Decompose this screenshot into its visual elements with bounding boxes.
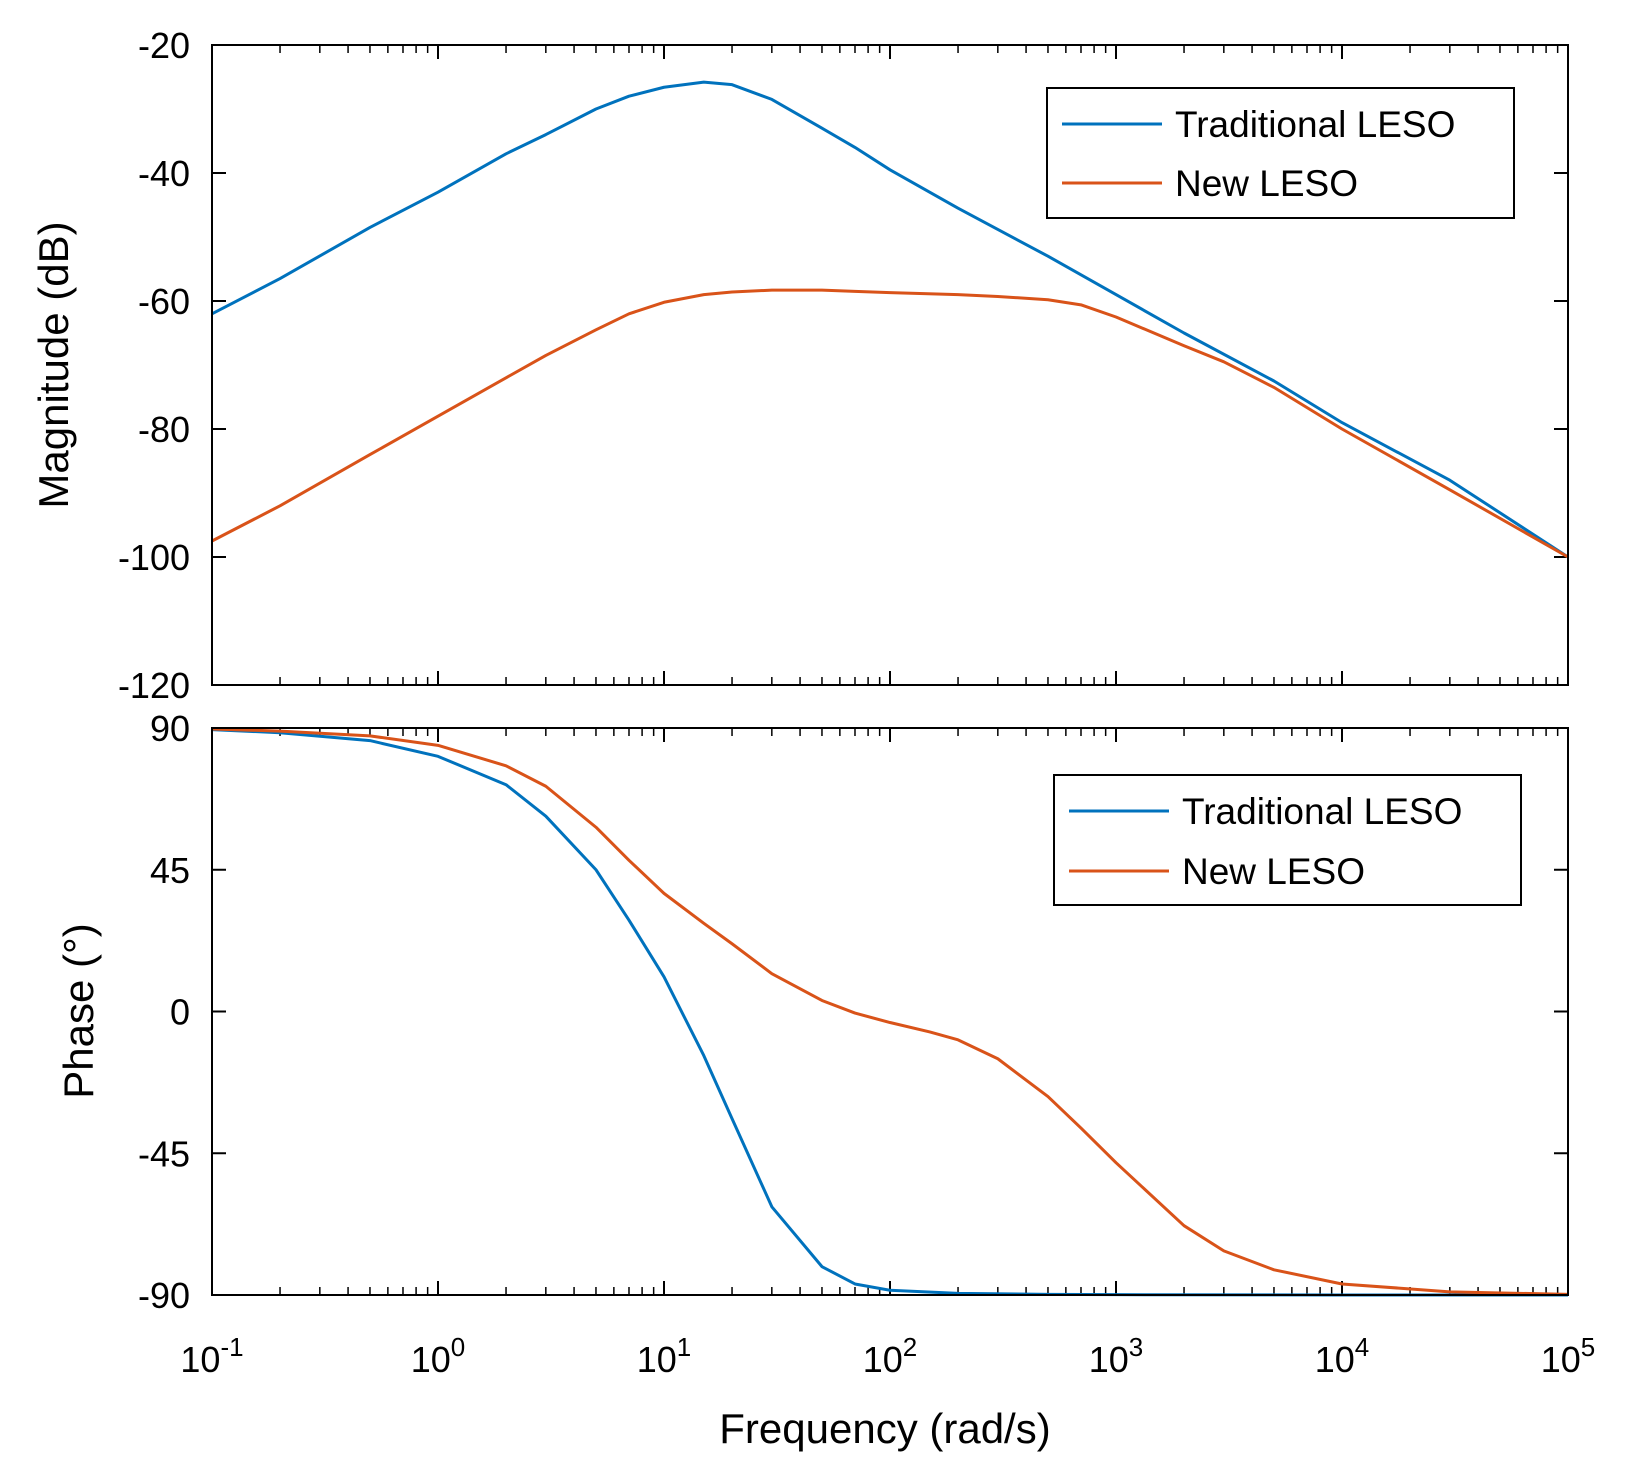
phase-legend: Traditional LESO New LESO <box>1053 774 1522 906</box>
magnitude-series-traditional-leso <box>211 80 1569 559</box>
phase-y-tick-label: -90 <box>138 1275 190 1316</box>
phase-legend-label-new: New LESO <box>1182 851 1365 892</box>
magnitude-y-tick-label: -40 <box>138 153 190 194</box>
magnitude-y-tick-label: -80 <box>138 409 190 450</box>
x-tick-label: 104 <box>1315 1332 1370 1380</box>
magnitude-series-new-leso <box>211 288 1569 559</box>
magnitude-y-tick-label: -60 <box>138 281 190 322</box>
phase-legend-label-traditional: Traditional LESO <box>1182 791 1462 832</box>
phase-y-axis-label: Phase (°) <box>55 923 102 1099</box>
x-tick-label: 101 <box>637 1332 692 1380</box>
phase-y-tick-label: -45 <box>138 1133 190 1174</box>
magnitude-legend-label-new: New LESO <box>1175 163 1358 204</box>
magnitude-legend-label-traditional: Traditional LESO <box>1175 104 1455 145</box>
magnitude-axes-box <box>211 44 1569 686</box>
magnitude-legend: Traditional LESO New LESO <box>1046 87 1515 219</box>
phase-axes-box <box>211 727 1569 1296</box>
magnitude-plot: -20 -40 -60 -80 -100 -120 Traditional LESO Ne… <box>30 25 1569 706</box>
x-tick-label: 102 <box>863 1332 918 1380</box>
magnitude-y-tick-label: -20 <box>138 25 190 66</box>
phase-y-tick-label: 45 <box>150 850 190 891</box>
magnitude-y-axis-label: Magnitude (dB) <box>30 221 77 508</box>
phase-plot: 90 45 0 -45 -90 10-1 100 101 102 103 104 105 Tradi… <box>55 708 1595 1452</box>
phase-y-tick-label: 0 <box>170 992 190 1033</box>
magnitude-y-tick-label: -120 <box>118 665 190 706</box>
x-tick-label: 10-1 <box>180 1332 243 1380</box>
x-axis-label: Frequency (rad/s) <box>719 1405 1050 1452</box>
phase-series-new-leso <box>211 727 1569 1296</box>
x-tick-label: 100 <box>411 1332 466 1380</box>
phase-legend-box <box>1053 774 1522 906</box>
magnitude-y-tick-label: -100 <box>118 537 190 578</box>
x-tick-label: 105 <box>1541 1332 1596 1380</box>
magnitude-legend-box <box>1046 87 1515 219</box>
x-tick-label: 103 <box>1089 1332 1144 1380</box>
phase-y-tick-label: 90 <box>150 708 190 749</box>
